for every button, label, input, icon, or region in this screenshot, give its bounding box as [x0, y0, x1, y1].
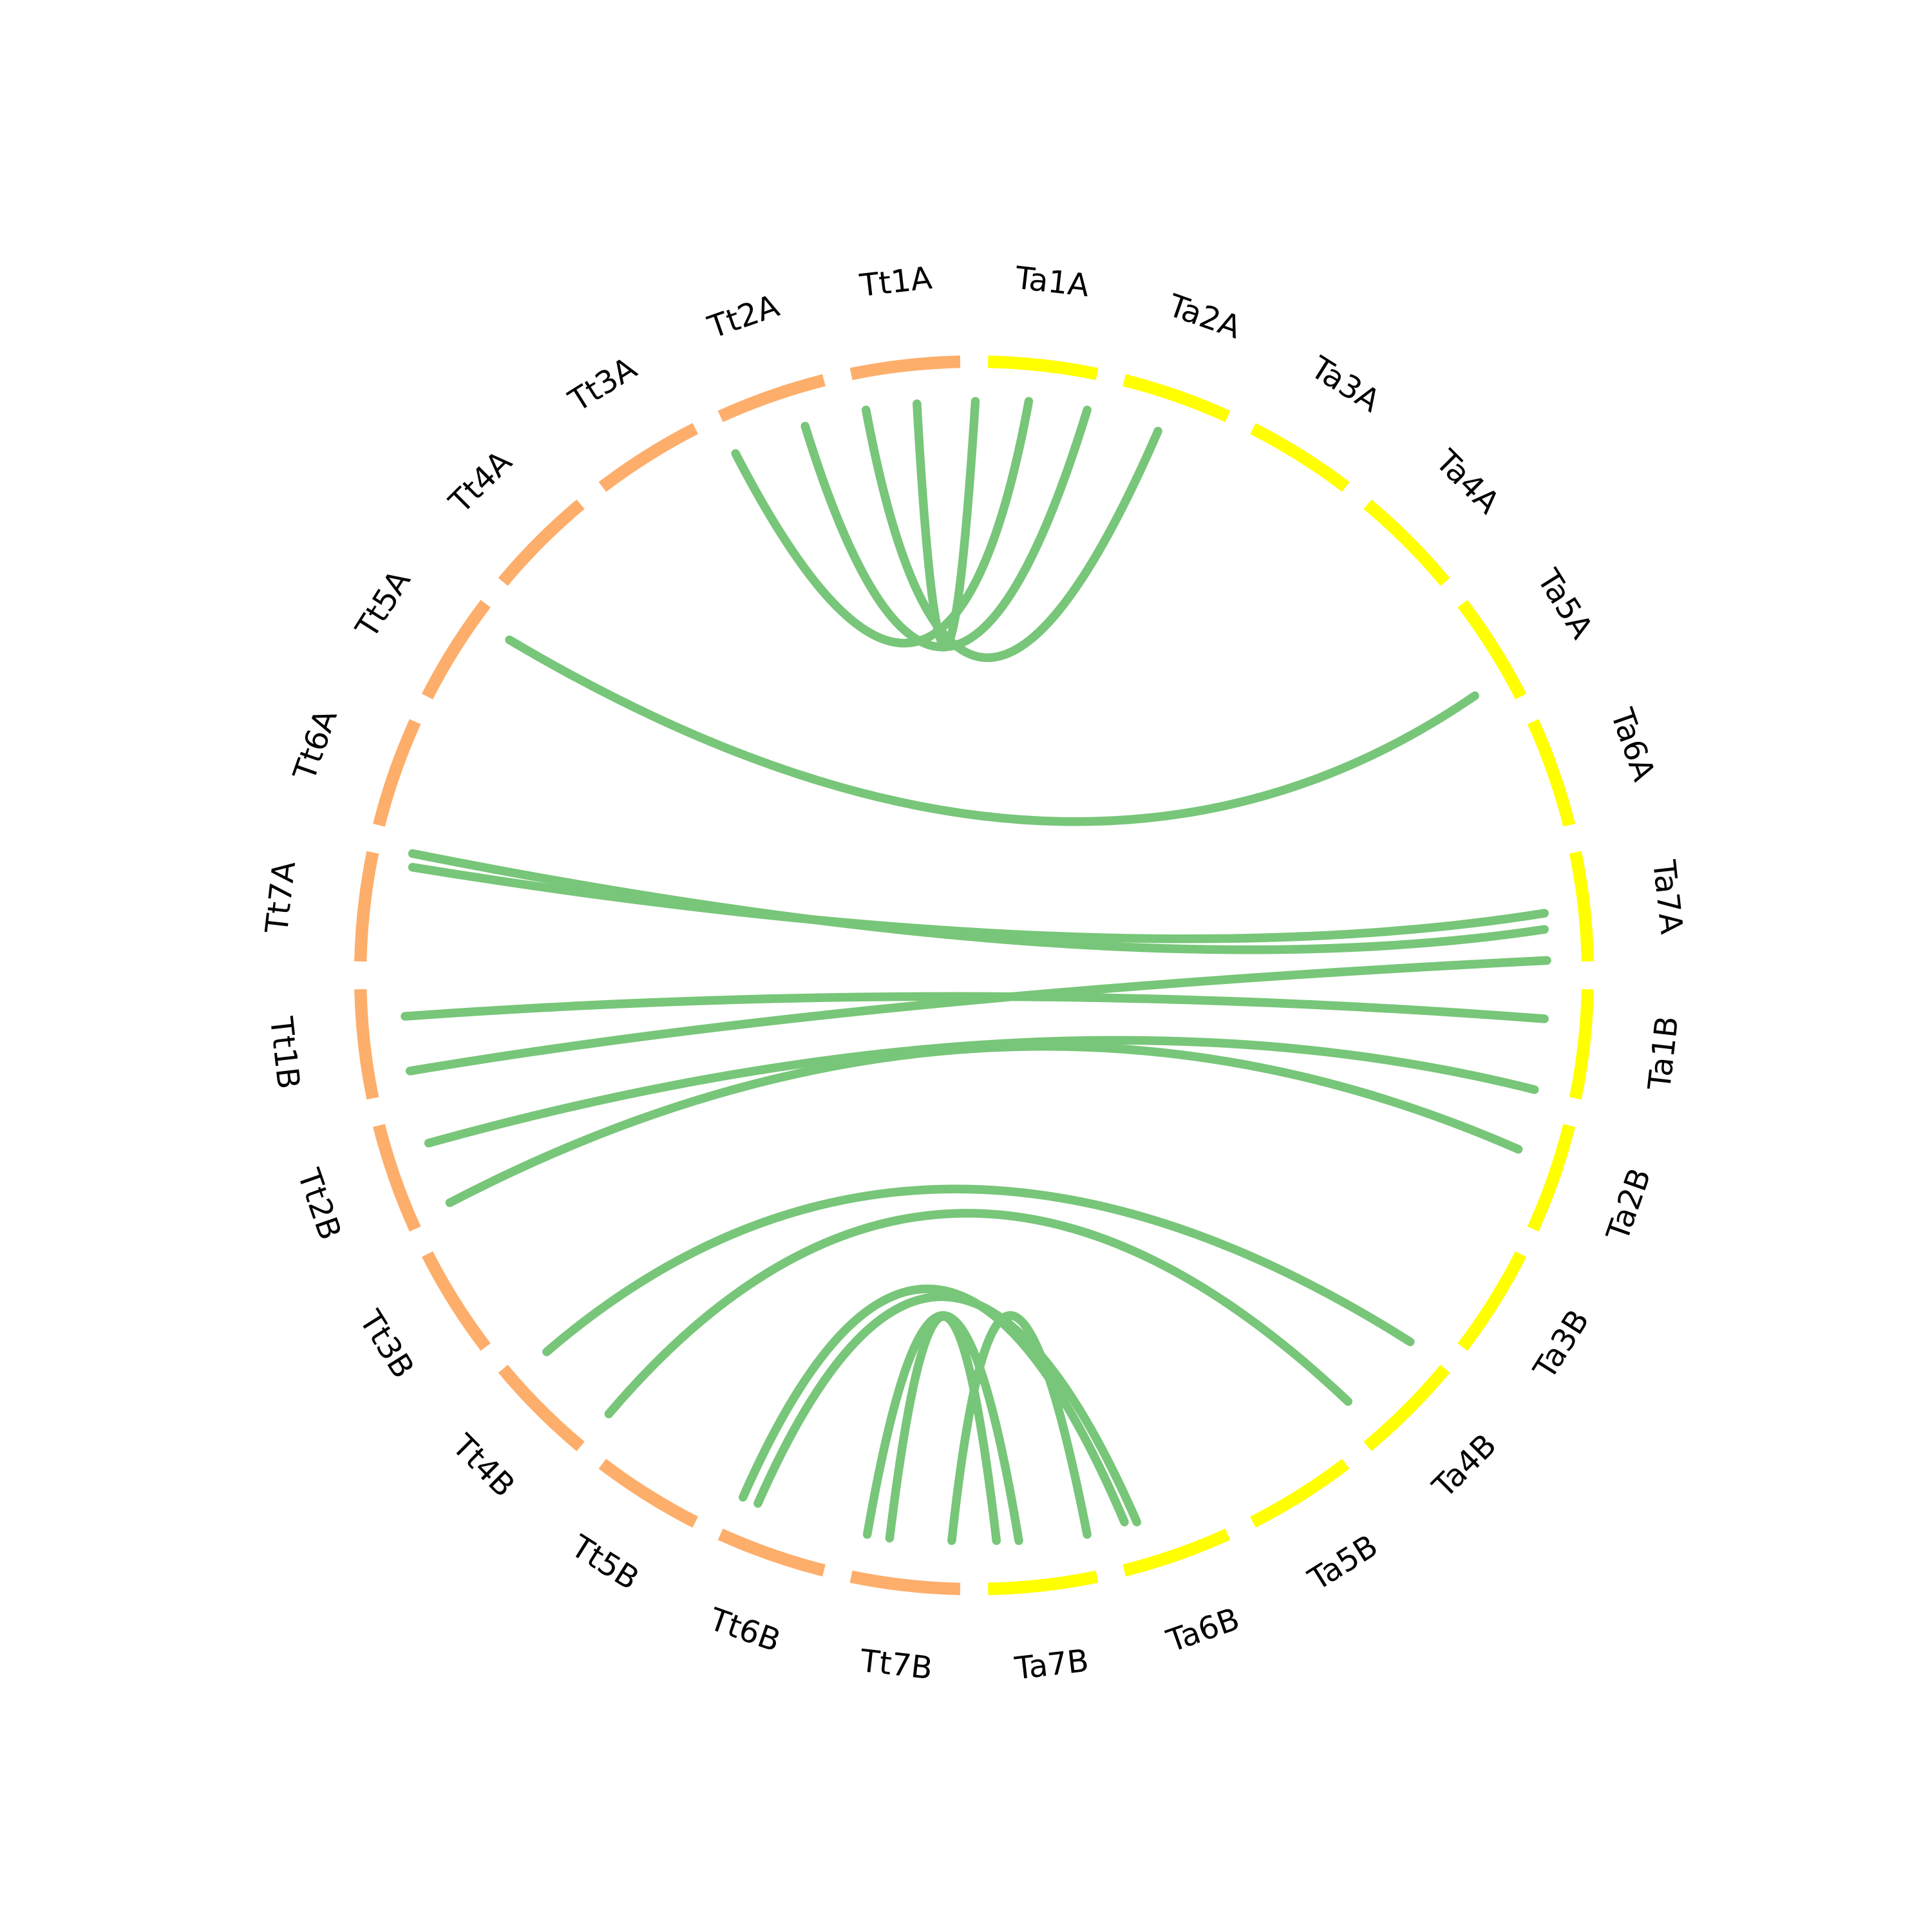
segment-label: Ta3B	[1526, 1303, 1596, 1386]
segment-label: Tt6A	[287, 705, 345, 786]
segment-label: Tt4A	[442, 444, 519, 521]
segment-label: Tt2B	[290, 1164, 348, 1244]
segment-arc	[598, 1459, 699, 1528]
segment-arc	[354, 989, 379, 1100]
segment-arc	[1569, 851, 1595, 962]
segment-arc	[717, 374, 826, 422]
link	[947, 1311, 1092, 1546]
segment-arc	[373, 1124, 421, 1232]
segment-label: Ta5B	[1302, 1528, 1384, 1598]
segment-label: Tt5A	[348, 564, 418, 645]
segment-label: Ta6A	[1603, 703, 1662, 786]
link	[445, 1041, 1523, 1208]
segment-arc	[1122, 374, 1231, 422]
link	[408, 849, 1549, 954]
links	[401, 397, 1551, 1546]
segment-label: Tt1B	[263, 1014, 307, 1091]
segment-label: Tt5B	[564, 1528, 645, 1598]
segment-label: Tt7B	[858, 1643, 934, 1687]
segment-label: Tt7A	[259, 859, 303, 936]
segment-arc	[373, 719, 421, 827]
link	[505, 635, 1479, 826]
segment-arc	[1457, 600, 1527, 699]
segment-arc	[849, 355, 961, 381]
segment-arc	[987, 1570, 1099, 1595]
segment-arc	[1569, 989, 1595, 1100]
link	[405, 956, 1551, 1075]
segment-label: Ta5A	[1530, 563, 1600, 645]
link	[913, 397, 980, 650]
segment-label: Ta1B	[1642, 1014, 1686, 1092]
segment-label: Tt1A	[857, 260, 934, 304]
segment-arc	[1250, 1459, 1350, 1528]
segment-label: Ta1A	[1013, 260, 1091, 305]
segment-arc	[1527, 719, 1576, 827]
segment-arc	[849, 1570, 961, 1595]
segment-label: Tt6B	[705, 1601, 785, 1659]
link	[542, 1184, 1415, 1356]
link	[885, 1312, 1001, 1546]
link	[604, 1209, 1353, 1419]
segment-label: Tt3B	[352, 1304, 421, 1385]
link	[753, 1292, 1142, 1527]
segment-arc	[498, 499, 585, 586]
segment-arc	[421, 1251, 491, 1351]
link	[731, 397, 1034, 648]
segment-label: Tt2A	[703, 288, 784, 346]
segment-arc	[421, 600, 491, 699]
segment-arc	[1122, 1528, 1231, 1577]
link	[738, 1284, 1129, 1527]
segment-arc	[598, 422, 699, 492]
link	[861, 405, 1162, 662]
segment-label: Ta2B	[1600, 1164, 1658, 1246]
segment-arc	[1527, 1124, 1576, 1232]
segment-label: Ta2A	[1163, 287, 1245, 346]
segment-arc	[717, 1528, 826, 1577]
segment-label: Tt4B	[445, 1427, 522, 1504]
segment-label: Tt3A	[562, 350, 643, 420]
segment-label: Ta7B	[1012, 1643, 1090, 1687]
link	[408, 862, 1549, 943]
segment-label: Ta4B	[1425, 1427, 1503, 1505]
segment-arc	[498, 1365, 585, 1452]
segment-label: Ta4A	[1428, 442, 1506, 520]
segment-label: Ta6B	[1162, 1601, 1244, 1660]
segment-label: Ta3A	[1304, 349, 1387, 419]
segment-arc	[1250, 422, 1350, 492]
segment-arc	[1363, 1365, 1450, 1452]
segment-label: Ta7A	[1645, 858, 1690, 936]
segment-arc	[987, 355, 1099, 381]
segment-arc	[1457, 1251, 1527, 1351]
segment-arc	[1363, 499, 1450, 586]
segment-arc	[354, 851, 379, 962]
